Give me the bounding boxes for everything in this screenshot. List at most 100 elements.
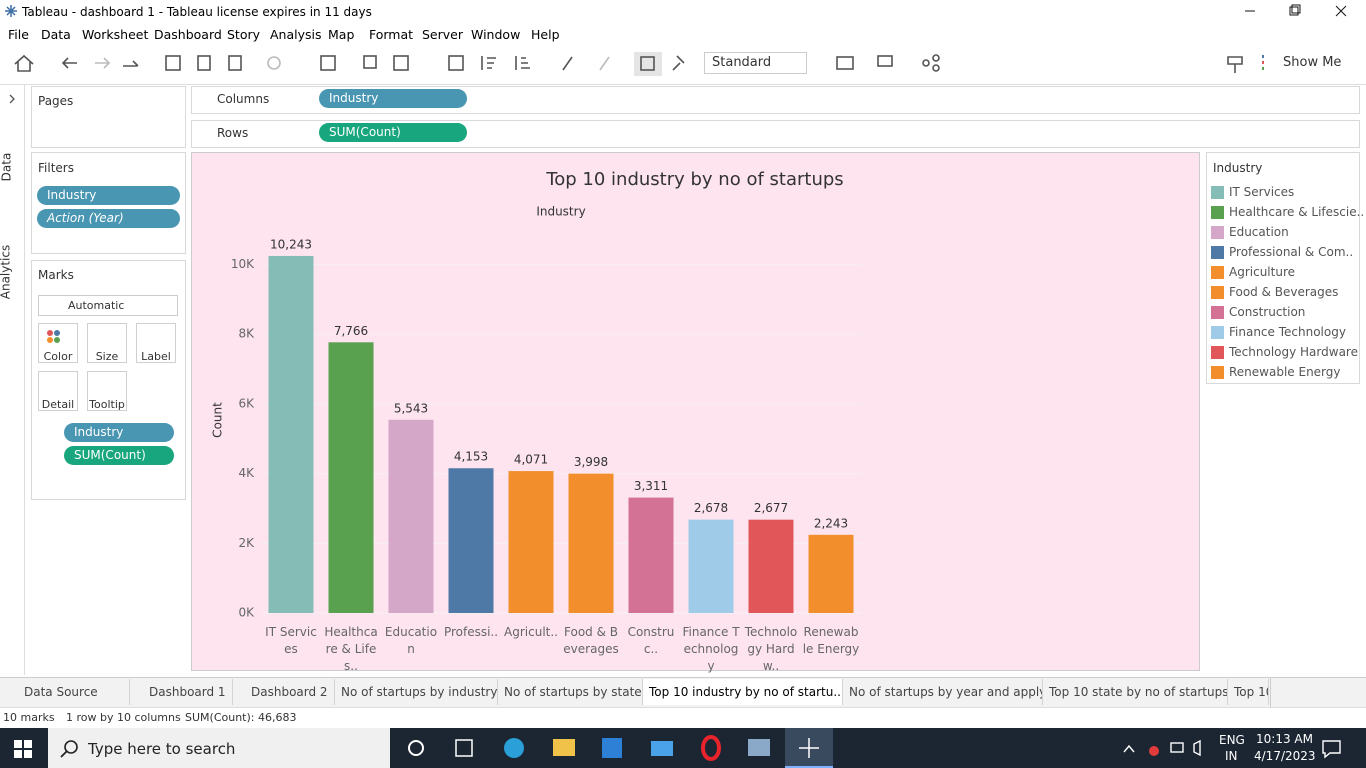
bar[interactable] bbox=[808, 534, 854, 613]
menu-item[interactable]: Worksheet bbox=[82, 27, 149, 42]
legend-label[interactable]: Food & Beverages bbox=[1229, 285, 1339, 299]
sheet-tab-bar: Data Source Dashboard 1 Dashboard 2 No of s… bbox=[0, 677, 1366, 708]
search-box[interactable]: Type here to search bbox=[48, 728, 390, 768]
chart-area: Top 10 industry by no of startups Indust… bbox=[191, 152, 1200, 673]
bar[interactable] bbox=[688, 519, 734, 613]
taskbar-apps[interactable] bbox=[400, 728, 840, 768]
panel-title: Filters bbox=[38, 161, 74, 175]
menu-item[interactable]: Analysis bbox=[270, 27, 322, 42]
data-label: 4,153 bbox=[454, 450, 488, 464]
menu-item[interactable]: Window bbox=[471, 27, 521, 42]
menu-item[interactable]: Dashboard bbox=[154, 27, 222, 42]
taskbar: Type here to search ENG IN 10:13 AM 4/17… bbox=[0, 728, 1366, 768]
sheet-tab[interactable]: Dashboard 1 bbox=[131, 679, 233, 705]
data-label: 2,243 bbox=[814, 516, 848, 530]
sheet-tab[interactable]: No of startups by industry bbox=[335, 679, 498, 705]
menu-item[interactable]: Server bbox=[422, 27, 463, 42]
x-tick-label: Healthcare & Lifes.. bbox=[324, 625, 378, 673]
search-placeholder: Type here to search bbox=[88, 740, 236, 758]
sheet-tab[interactable]: Data Source bbox=[6, 679, 130, 705]
y-tick-label: 2K bbox=[238, 536, 255, 550]
y-tick-label: 8K bbox=[238, 327, 255, 341]
legend-label[interactable]: Renewable Energy bbox=[1229, 365, 1341, 379]
legend-label[interactable]: IT Services bbox=[1229, 185, 1295, 199]
bar[interactable] bbox=[628, 497, 674, 613]
presentation-icon[interactable] bbox=[1224, 44, 1264, 84]
x-tick-label: Agricult.. bbox=[504, 625, 558, 639]
legend-label[interactable]: Finance Technology bbox=[1229, 325, 1346, 339]
legend-swatch bbox=[1211, 206, 1224, 219]
bar[interactable] bbox=[568, 473, 614, 613]
sheet-tab[interactable]: Dashboard 2 bbox=[233, 679, 335, 705]
shelf-label: Rows bbox=[217, 126, 249, 140]
clock-date[interactable]: 4/17/2023 bbox=[1254, 749, 1316, 763]
data-label: 2,677 bbox=[754, 501, 788, 515]
menu-item[interactable]: Data bbox=[41, 27, 71, 42]
side-tab[interactable]: Analytics bbox=[0, 244, 13, 300]
shelf-pill[interactable]: SUM(Count) bbox=[319, 123, 467, 142]
marks-button[interactable]: Tooltip bbox=[87, 371, 127, 411]
tab-actions[interactable] bbox=[1270, 678, 1366, 708]
bar[interactable] bbox=[328, 342, 374, 613]
status-text: 1 row by 10 columns bbox=[66, 711, 181, 724]
bar[interactable] bbox=[508, 471, 554, 613]
filter-pill[interactable]: Industry bbox=[37, 186, 180, 205]
y-tick-label: 6K bbox=[238, 396, 255, 410]
bar[interactable] bbox=[748, 519, 794, 613]
legend-label[interactable]: Technology Hardware bbox=[1229, 345, 1358, 359]
notifications[interactable] bbox=[1320, 738, 1344, 760]
status-bar: 10 marks 1 row by 10 columns SUM(Count): 4… bbox=[0, 707, 1366, 729]
marks-button[interactable]: Color bbox=[38, 323, 78, 363]
bar[interactable] bbox=[388, 419, 434, 613]
legend-label[interactable]: Education bbox=[1229, 225, 1289, 239]
toolbar-icons[interactable] bbox=[0, 44, 700, 84]
menu-item[interactable]: Format bbox=[369, 27, 414, 42]
x-tick-label: Professi.. bbox=[443, 625, 499, 639]
menu-item[interactable]: Help bbox=[531, 27, 560, 42]
legend-swatch bbox=[1211, 186, 1224, 199]
side-tab[interactable]: Data bbox=[0, 152, 14, 182]
marks-button[interactable]: Label bbox=[136, 323, 176, 363]
menu-item[interactable]: Story bbox=[227, 27, 261, 42]
sheet-tab[interactable]: Top 10 bbox=[1228, 679, 1269, 705]
bar[interactable] bbox=[448, 468, 494, 613]
legend-label[interactable]: Healthcare & Lifescie.. bbox=[1229, 205, 1365, 219]
system-tray[interactable] bbox=[1118, 728, 1218, 768]
window-title: Tableau - dashboard 1 - Tableau license … bbox=[22, 5, 372, 19]
menu-item[interactable]: File bbox=[8, 27, 29, 42]
toolbar: Standard Show Me bbox=[0, 44, 1366, 85]
marks-pill[interactable]: SUM(Count) bbox=[64, 446, 174, 465]
start-button[interactable] bbox=[14, 740, 32, 758]
legend-swatch bbox=[1211, 306, 1224, 319]
mark-type-dropdown[interactable]: Standard bbox=[704, 52, 807, 74]
data-label: 2,678 bbox=[694, 501, 728, 515]
sheet-tab[interactable]: Top 10 industry by no of startu... bbox=[643, 679, 843, 705]
menu-item[interactable]: Map bbox=[328, 27, 355, 42]
mark-type-select[interactable]: Automatic bbox=[38, 295, 178, 316]
input-language[interactable]: ENG bbox=[1219, 733, 1245, 747]
marks-button[interactable]: Detail bbox=[38, 371, 78, 411]
expand-icon[interactable] bbox=[6, 93, 18, 105]
input-region[interactable]: IN bbox=[1225, 749, 1238, 763]
clock-time[interactable]: 10:13 AM bbox=[1256, 732, 1313, 746]
x-tick-label: Construc.. bbox=[627, 625, 675, 656]
window-controls[interactable] bbox=[1230, 0, 1366, 24]
filter-pill[interactable]: Action (Year) bbox=[37, 209, 180, 228]
sheet-tab[interactable]: No of startups by state bbox=[498, 679, 643, 705]
legend-label[interactable]: Agriculture bbox=[1229, 265, 1295, 279]
y-axis-label: Count bbox=[211, 402, 225, 438]
marks-pill[interactable]: Industry bbox=[64, 423, 174, 442]
sheet-tab[interactable]: No of startups by year and apply... bbox=[843, 679, 1043, 705]
pill-text: Action (Year) bbox=[47, 211, 124, 225]
legend-label[interactable]: Construction bbox=[1229, 305, 1306, 319]
marks-button[interactable]: Size bbox=[87, 323, 127, 363]
sheet-tab[interactable]: Top 10 state by no of startups bbox=[1043, 679, 1228, 705]
legend-label[interactable]: Professional & Com.. bbox=[1229, 245, 1354, 259]
legend-swatch bbox=[1211, 366, 1224, 379]
legend-title: Industry bbox=[1213, 161, 1263, 175]
bar[interactable] bbox=[268, 255, 314, 613]
show-me[interactable]: Show Me bbox=[1283, 55, 1342, 70]
legend-swatch bbox=[1211, 226, 1224, 239]
toolbar-icons-right[interactable] bbox=[830, 44, 950, 84]
shelf-pill[interactable]: Industry bbox=[319, 89, 467, 108]
